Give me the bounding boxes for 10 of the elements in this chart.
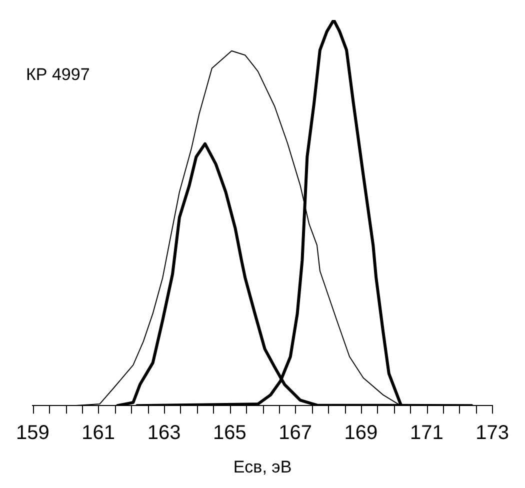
- x-tick-label: 161: [82, 422, 116, 444]
- x-tick-label: 159: [16, 422, 50, 444]
- x-tick-label: 167: [278, 422, 312, 444]
- x-tick-label: 165: [212, 422, 246, 444]
- x-axis-title: Eсв, эВ: [233, 457, 292, 476]
- x-tick-label: 163: [147, 422, 181, 444]
- annotation: КР 4997: [26, 65, 90, 84]
- x-tick-label: 173: [476, 422, 510, 444]
- x-tick-label: 171: [410, 422, 444, 444]
- x-tick-label: 169: [344, 422, 378, 444]
